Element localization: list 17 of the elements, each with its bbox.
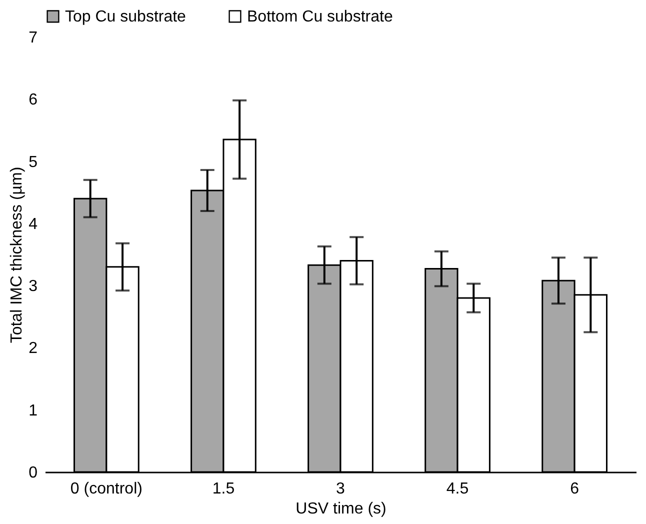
y-tick-label: 6 bbox=[28, 92, 38, 109]
y-tick-label: 5 bbox=[28, 154, 38, 171]
y-tick-label: 2 bbox=[28, 340, 38, 358]
y-tick-label: 7 bbox=[28, 30, 38, 46]
y-tick-label: 4 bbox=[28, 216, 38, 233]
x-tick-label: 3 bbox=[336, 480, 346, 498]
x-tick-label: 0 (control) bbox=[70, 480, 142, 498]
x-tick-label: 1.5 bbox=[212, 480, 235, 498]
y-axis-title: Total IMC thickness (µm) bbox=[8, 166, 26, 344]
y-tick-label: 3 bbox=[28, 278, 38, 296]
x-axis-title: USV time (s) bbox=[296, 500, 386, 518]
legend-label: Bottom Cu substrate bbox=[247, 8, 393, 26]
x-tick-label: 4.5 bbox=[446, 480, 469, 498]
legend-label: Top Cu substrate bbox=[65, 8, 186, 26]
x-tick-label: 6 bbox=[570, 480, 580, 498]
y-tick-label: 0 bbox=[28, 464, 38, 482]
y-tick-label: 1 bbox=[28, 402, 38, 420]
